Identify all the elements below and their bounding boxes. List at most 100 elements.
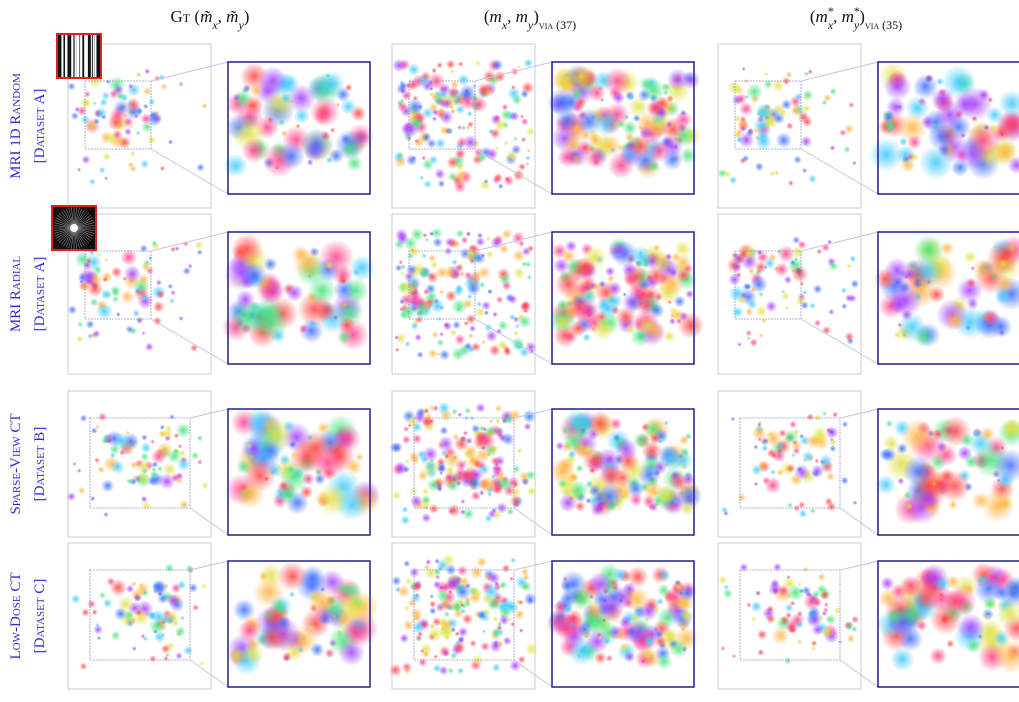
image-blob: [482, 427, 487, 432]
header-part: via (37): [539, 18, 576, 32]
image-blob: [471, 342, 481, 352]
image-blob: [811, 426, 828, 443]
header-part: ,: [833, 7, 842, 26]
image-blob: [729, 176, 737, 184]
image-blob: [159, 425, 165, 431]
image-blob: [91, 427, 98, 434]
image-blob: [143, 636, 148, 641]
image-blob: [999, 247, 1013, 261]
image-blob: [742, 67, 746, 71]
image-blob: [795, 296, 806, 307]
image-blob: [462, 613, 473, 624]
image-blob: [423, 233, 428, 238]
image-blob: [349, 255, 375, 281]
row-label: [Dataset B]: [32, 427, 48, 502]
image-blob: [147, 135, 156, 144]
image-blob: [484, 310, 489, 315]
image-blob: [756, 590, 761, 595]
image-blob: [972, 258, 996, 282]
image-blob: [852, 161, 856, 165]
image-blob: [101, 479, 114, 492]
mask-line: [93, 35, 95, 77]
image-blob: [794, 92, 803, 101]
image-blob: [964, 482, 973, 491]
image-blob: [525, 642, 538, 655]
image-blob: [786, 122, 794, 130]
image-blob: [109, 579, 127, 597]
image-blob: [944, 310, 965, 331]
header-part: ,: [507, 7, 516, 26]
image-blob: [90, 496, 95, 501]
image-blob: [587, 615, 595, 623]
image-blob: [120, 290, 134, 304]
image-blob: [81, 608, 90, 617]
image-blob: [516, 65, 520, 69]
image-blob: [775, 132, 791, 148]
image-blob: [524, 423, 532, 431]
image-blob: [277, 484, 298, 505]
image-blob: [439, 666, 449, 676]
image-blob: [656, 598, 663, 605]
image-blob: [77, 106, 87, 116]
image-blob: [615, 438, 638, 461]
image-blob: [606, 655, 613, 662]
image-blob: [400, 88, 405, 93]
image-blob: [437, 483, 442, 488]
image-blob: [79, 267, 97, 285]
image-blob: [452, 321, 461, 330]
image-blob: [99, 592, 106, 599]
image-blob: [468, 333, 474, 339]
image-blob: [392, 491, 402, 501]
image-blob: [454, 241, 460, 247]
image-blob: [470, 587, 482, 599]
image-blob: [191, 451, 199, 459]
image-blob: [156, 290, 165, 299]
image-blob: [737, 295, 746, 304]
image-blob: [983, 597, 997, 611]
row-label: Sparse-View CT: [8, 413, 24, 514]
image-blob: [656, 484, 676, 504]
image-blob: [966, 278, 976, 288]
image-blob: [175, 423, 191, 439]
image-blob: [400, 515, 410, 525]
image-blob: [674, 295, 686, 307]
image-blob: [110, 460, 124, 474]
image-blob: [77, 167, 81, 171]
image-blob: [591, 317, 615, 341]
image-blob: [604, 67, 632, 95]
image-blob: [417, 351, 424, 358]
image-blob: [412, 434, 422, 444]
image-blob: [410, 228, 424, 242]
image-blob: [241, 138, 266, 163]
image-blob: [797, 611, 803, 617]
image-blob: [396, 232, 409, 245]
image-blob: [175, 652, 182, 659]
image-blob: [494, 115, 501, 122]
image-blob: [676, 268, 691, 283]
image-blob: [848, 294, 856, 302]
image-blob: [775, 262, 790, 277]
image-blob: [823, 94, 831, 102]
image-blob: [307, 624, 315, 632]
header-part: m: [516, 7, 528, 26]
image-blob: [311, 447, 344, 480]
image-blob: [93, 101, 97, 105]
image-blob: [461, 125, 466, 130]
image-blob: [413, 137, 424, 148]
image-blob: [395, 347, 400, 352]
image-blob: [116, 312, 121, 317]
image-blob: [459, 93, 476, 110]
header-part: m̃: [200, 7, 212, 26]
image-blob: [527, 148, 531, 152]
image-blob: [480, 641, 490, 651]
image-blob: [397, 101, 408, 112]
image-blob: [662, 149, 683, 170]
image-blob: [172, 448, 179, 455]
image-blob: [605, 266, 615, 276]
image-blob: [140, 442, 151, 453]
image-blob: [615, 630, 626, 641]
image-blob: [998, 259, 1008, 269]
header-part: m: [490, 7, 502, 26]
image-blob: [99, 98, 107, 106]
image-blob: [938, 592, 944, 598]
